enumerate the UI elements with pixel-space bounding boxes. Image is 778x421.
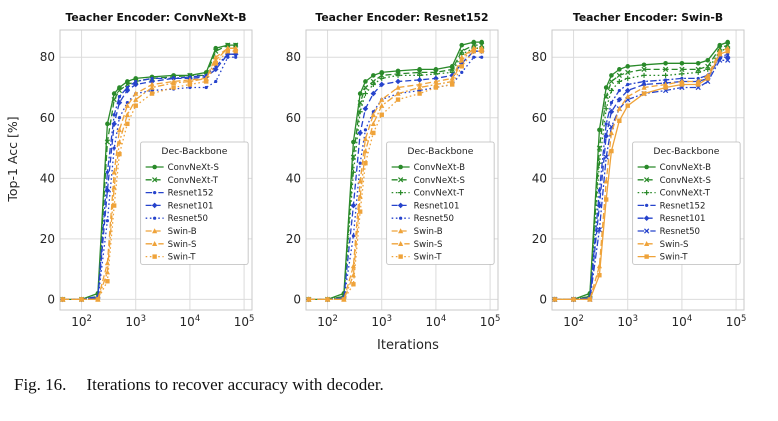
caption-label: Fig. 16. bbox=[14, 375, 67, 394]
svg-text:40: 40 bbox=[532, 171, 547, 185]
y-axis-label: Top-1 Acc [%] bbox=[5, 116, 20, 202]
svg-text:0: 0 bbox=[293, 292, 301, 306]
subplot-teacher-resnet152: 0 20 40 60 80 102 103 104 105 Teacher Encoder: Re… bbox=[272, 8, 504, 342]
svg-text:103: 103 bbox=[617, 314, 638, 329]
legend-entry-label: ConvNeXt-B bbox=[414, 163, 466, 173]
legend-entry-label: Resnet50 bbox=[168, 214, 208, 224]
legend-entry-label: Swin-B bbox=[168, 227, 197, 237]
chart-canvas: 0 20 40 60 80 102 103 104 105 Teacher Encoder: Sw… bbox=[532, 11, 747, 329]
legend-entry-label: Swin-T bbox=[414, 253, 443, 263]
svg-text:80: 80 bbox=[532, 50, 547, 64]
legend-entry-label: ConvNeXt-S bbox=[414, 176, 465, 186]
svg-text:103: 103 bbox=[371, 314, 392, 329]
legend-entry-label: Swin-S bbox=[660, 240, 689, 250]
legend-entry-label: Swin-T bbox=[168, 253, 197, 263]
svg-text:103: 103 bbox=[125, 314, 146, 329]
chart-canvas: 0 20 40 60 80 102 103 104 105 Teacher Encoder: Co… bbox=[40, 11, 255, 329]
svg-text:0: 0 bbox=[47, 292, 55, 306]
legend-entry-label: Resnet50 bbox=[660, 227, 700, 237]
svg-text:Teacher Encoder: ConvNeXt-B: Teacher Encoder: ConvNeXt-B bbox=[66, 11, 247, 24]
legend-entry-label: Swin-T bbox=[660, 253, 689, 263]
charts-row: 0 20 40 60 80 102 103 104 105 Teacher Encoder: Co… bbox=[26, 8, 778, 342]
figure: Top-1 Acc [%] 0 20 40 60 80 102 103 104 105 Teach… bbox=[5, 8, 778, 353]
subplot-teacher-convnext-b: 0 20 40 60 80 102 103 104 105 Teacher Encoder: Co… bbox=[26, 8, 258, 342]
legend-box bbox=[386, 141, 495, 265]
svg-text:Teacher Encoder: Swin-B: Teacher Encoder: Swin-B bbox=[573, 11, 723, 24]
legend-entry-label: ConvNeXt-T bbox=[168, 176, 219, 186]
subplot-teacher-swin-b: 0 20 40 60 80 102 103 104 105 Teacher Encoder: Sw… bbox=[518, 8, 750, 342]
svg-text:105: 105 bbox=[234, 314, 255, 329]
legend-entry-label: ConvNeXt-T bbox=[660, 189, 711, 199]
legend-entry-label: Swin-S bbox=[414, 240, 443, 250]
legend-entry-label: Resnet50 bbox=[414, 214, 454, 224]
svg-text:104: 104 bbox=[426, 314, 447, 329]
svg-text:105: 105 bbox=[480, 314, 501, 329]
chart-canvas: 0 20 40 60 80 102 103 104 105 Teacher Encoder: Re… bbox=[286, 11, 501, 329]
legend-entry-label: Resnet101 bbox=[660, 214, 706, 224]
svg-text:20: 20 bbox=[532, 232, 547, 246]
legend-entry-label: Resnet152 bbox=[168, 189, 214, 199]
legend-box bbox=[632, 141, 741, 265]
svg-text:40: 40 bbox=[286, 171, 301, 185]
legend-title: Dec-Backbone bbox=[407, 146, 473, 157]
x-axis-label: Iterations bbox=[377, 338, 439, 353]
legend-entry-label: Swin-B bbox=[414, 227, 443, 237]
legend-entry-label: Resnet101 bbox=[168, 201, 214, 211]
legend-title: Dec-Backbone bbox=[161, 146, 227, 157]
caption-text: Iterations to recover accuracy with deco… bbox=[86, 375, 384, 394]
legend-entry-label: Resnet152 bbox=[660, 201, 706, 211]
figure-caption: Fig. 16. Iterations to recover accuracy w… bbox=[14, 375, 778, 395]
svg-text:102: 102 bbox=[317, 314, 338, 329]
svg-text:20: 20 bbox=[286, 232, 301, 246]
svg-text:104: 104 bbox=[180, 314, 201, 329]
svg-text:104: 104 bbox=[672, 314, 693, 329]
legend-entry-label: ConvNeXt-S bbox=[168, 163, 219, 173]
svg-text:102: 102 bbox=[71, 314, 92, 329]
svg-text:0: 0 bbox=[539, 292, 547, 306]
svg-text:Teacher Encoder: Resnet152: Teacher Encoder: Resnet152 bbox=[315, 11, 488, 24]
svg-text:80: 80 bbox=[40, 50, 55, 64]
svg-text:60: 60 bbox=[532, 111, 547, 125]
legend-box bbox=[140, 141, 249, 265]
svg-text:105: 105 bbox=[726, 314, 747, 329]
legend-title: Dec-Backbone bbox=[653, 146, 719, 157]
svg-text:60: 60 bbox=[40, 111, 55, 125]
legend-entry-label: ConvNeXt-T bbox=[414, 189, 465, 199]
legend-entry-label: Swin-S bbox=[168, 240, 197, 250]
svg-text:20: 20 bbox=[40, 232, 55, 246]
svg-text:40: 40 bbox=[40, 171, 55, 185]
legend-entry-label: Resnet101 bbox=[414, 201, 460, 211]
legend-entry-label: ConvNeXt-S bbox=[660, 176, 711, 186]
svg-text:60: 60 bbox=[286, 111, 301, 125]
legend-entry-label: ConvNeXt-B bbox=[660, 163, 712, 173]
svg-text:80: 80 bbox=[286, 50, 301, 64]
svg-text:102: 102 bbox=[563, 314, 584, 329]
